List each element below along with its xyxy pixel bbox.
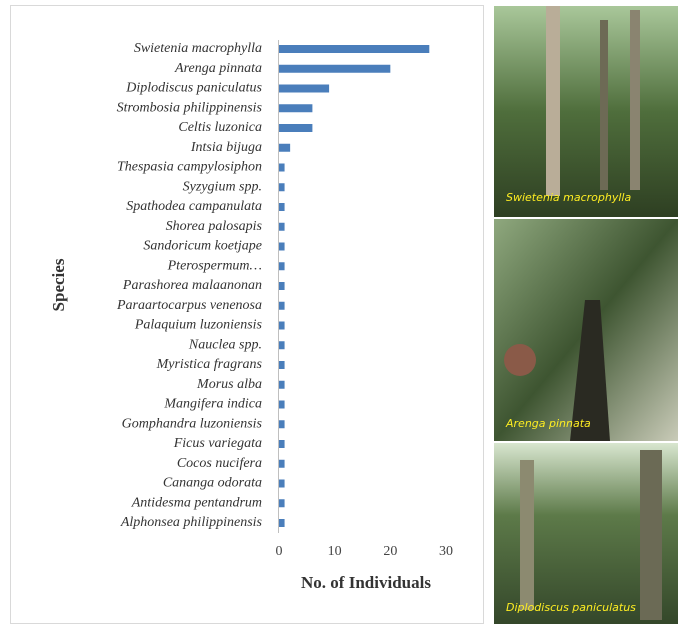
person bbox=[504, 344, 536, 376]
bar bbox=[279, 84, 330, 93]
y-tick-label: Paraartocarpus venenosa bbox=[116, 298, 262, 313]
bar bbox=[279, 45, 430, 53]
bar bbox=[279, 420, 285, 429]
y-tick-label: Syzygium spp. bbox=[183, 179, 262, 194]
bar bbox=[279, 222, 285, 231]
bar bbox=[279, 203, 285, 211]
photo-caption: Diplodiscus paniculatus bbox=[506, 601, 636, 614]
x-tick-label: 30 bbox=[439, 544, 453, 559]
bar bbox=[279, 262, 285, 271]
bar bbox=[279, 361, 285, 369]
bar bbox=[279, 301, 285, 310]
y-tick-label: Sandoricum koetjape bbox=[143, 239, 262, 254]
bar bbox=[279, 143, 291, 152]
photo-1: Swietenia macrophylla bbox=[494, 6, 678, 217]
y-tick-label: Diplodiscus paniculatus bbox=[125, 81, 262, 96]
x-tick-label: 10 bbox=[328, 544, 342, 559]
y-tick-label: Swietenia macrophylla bbox=[134, 41, 262, 56]
trunk bbox=[630, 10, 640, 190]
bar bbox=[279, 163, 285, 172]
y-axis-title: Species bbox=[49, 258, 68, 311]
trunk bbox=[600, 20, 608, 190]
bar bbox=[279, 183, 285, 192]
y-tick-label: Cocos nucifera bbox=[177, 456, 262, 471]
y-tick-label: Pterospermum… bbox=[167, 258, 262, 273]
bar bbox=[279, 479, 285, 488]
bar bbox=[279, 459, 285, 468]
bar bbox=[279, 104, 313, 113]
x-tick-label: 0 bbox=[276, 544, 283, 559]
photo-2: Arenga pinnata bbox=[494, 219, 678, 441]
bar bbox=[279, 124, 313, 132]
x-tick-label: 20 bbox=[383, 544, 397, 559]
chart-frame bbox=[10, 5, 484, 624]
bar bbox=[279, 341, 285, 350]
y-tick-label: Palaquium luzoniensis bbox=[134, 318, 263, 333]
bar bbox=[279, 64, 391, 73]
y-tick-label: Mangifera indica bbox=[163, 397, 262, 412]
y-tick-label: Celtis luzonica bbox=[178, 120, 262, 135]
bar bbox=[279, 499, 285, 508]
bar bbox=[279, 400, 285, 409]
photo-caption: Arenga pinnata bbox=[505, 417, 591, 430]
bar bbox=[279, 519, 285, 527]
bar bbox=[279, 321, 285, 330]
y-tick-label: Antidesma pentandrum bbox=[131, 495, 262, 510]
y-tick-label: Ficus variegata bbox=[173, 436, 262, 451]
trunk bbox=[546, 6, 560, 196]
trunk bbox=[640, 450, 662, 620]
y-tick-label: Intsia bijuga bbox=[190, 140, 262, 155]
photo bbox=[494, 6, 678, 217]
y-tick-label: Thespasia campylosiphon bbox=[117, 160, 262, 175]
y-tick-label: Nauclea spp. bbox=[188, 337, 262, 352]
photo-caption: Swietenia macrophylla bbox=[506, 191, 631, 204]
y-tick-label: Spathodea campanulata bbox=[126, 199, 262, 214]
y-tick-label: Myristica fragrans bbox=[156, 357, 263, 372]
y-tick-label: Alphonsea philippinensis bbox=[120, 515, 263, 530]
photo-3: Diplodiscus paniculatus bbox=[494, 443, 678, 624]
bar bbox=[279, 440, 285, 448]
y-tick-label: Parashorea malaanonan bbox=[122, 278, 262, 293]
trunk bbox=[520, 460, 534, 610]
bar bbox=[279, 242, 285, 251]
y-tick-label: Arenga pinnata bbox=[174, 61, 262, 76]
y-tick-label: Strombosia philippinensis bbox=[117, 100, 263, 115]
bar bbox=[279, 380, 285, 389]
y-tick-label: Shorea palosapis bbox=[166, 219, 263, 234]
bar bbox=[279, 282, 285, 290]
x-axis-title: No. of Individuals bbox=[301, 573, 431, 592]
y-tick-label: Cananga odorata bbox=[163, 476, 262, 491]
y-tick-label: Gomphandra luzoniensis bbox=[122, 416, 263, 431]
trunk bbox=[570, 300, 610, 441]
y-tick-label: Morus alba bbox=[196, 377, 262, 392]
